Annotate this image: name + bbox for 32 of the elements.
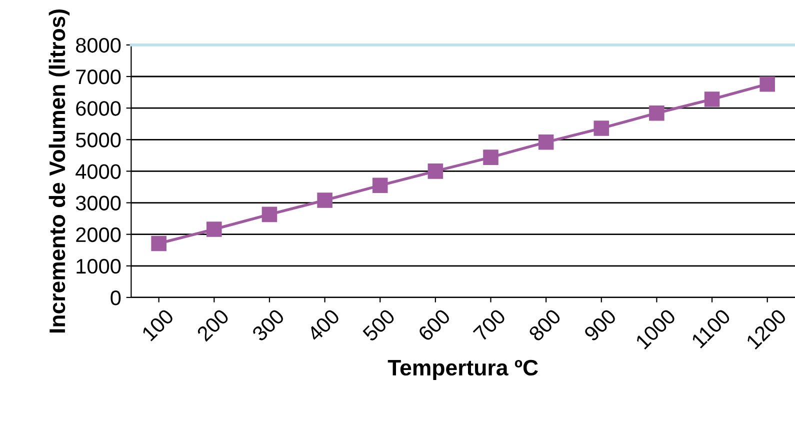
y-tick-label: 4000 [76,164,121,179]
x-tick-label: 700 [472,308,506,342]
point [262,206,278,222]
y-tick-label: 6000 [76,101,121,116]
x-tick-label: 500 [362,308,396,342]
y-tick-label: 7000 [76,70,121,84]
point [151,236,166,252]
x-tick-label: 800 [528,308,562,342]
y-tick-label: 5000 [76,132,121,148]
y-tick-label: 2000 [76,227,121,242]
x-tick-label: 100 [141,308,175,342]
y-tick-label: 3000 [76,196,121,211]
point [704,92,720,107]
point [538,134,554,150]
y-tick-label: 1000 [76,258,121,274]
x-tick-label: 600 [417,308,452,342]
y-tick-label: 0 [110,290,121,306]
x-axis-title: Tempertura ºC [388,360,538,380]
point [594,120,610,136]
point [428,164,444,179]
point [760,76,775,92]
point [206,222,222,237]
point [483,150,498,165]
x-tick-label: 200 [196,308,230,342]
point [317,192,332,208]
y-tick-label: 8000 [76,38,121,53]
y-axis-title: Incremento de Volumen (litros) [48,10,70,332]
x-tick-label: 900 [583,308,618,342]
x-tick-label: 300 [251,308,286,342]
point [649,105,664,121]
point [372,178,388,194]
x-tick-label: 400 [306,308,340,342]
